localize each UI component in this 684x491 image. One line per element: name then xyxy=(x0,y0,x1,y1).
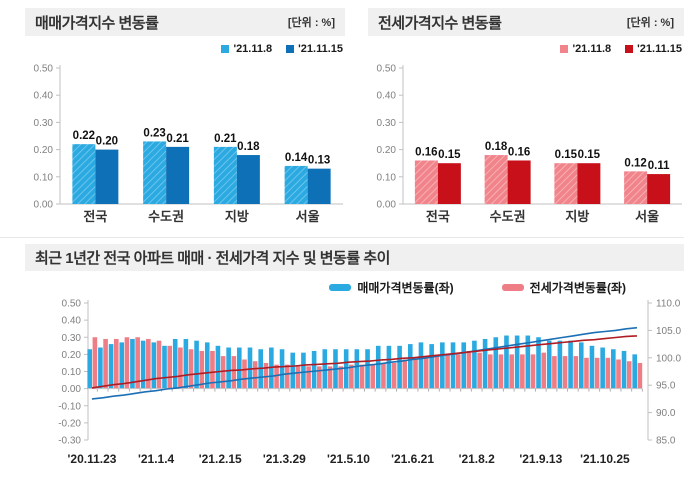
jeonse-price-panel: 전세가격지수 변동률 [단위 : %] '21.11.8 '21.11.15 0… xyxy=(368,8,684,230)
svg-text:95.0: 95.0 xyxy=(656,381,676,392)
svg-text:수도권: 수도권 xyxy=(490,209,526,224)
svg-text:'21.8.2: '21.8.2 xyxy=(459,452,496,466)
sale-chart-unit-label: [단위 : %] xyxy=(287,17,335,29)
svg-text:0.00: 0.00 xyxy=(377,200,397,211)
svg-text:0.10: 0.10 xyxy=(377,172,397,183)
trend-combo-chart: 0.50 0.40 0.30 0.20 0.10 0.00 -0.10 -0.20 -0.30 1… xyxy=(58,299,681,467)
legend-label: '21.11.15 xyxy=(637,42,682,55)
svg-text:전국: 전국 xyxy=(426,209,450,224)
legend-swatch-icon xyxy=(286,44,295,53)
legend-item-sale-21-11-15: '21.11.15 xyxy=(286,43,343,55)
svg-text:-0.30: -0.30 xyxy=(58,436,81,447)
jeonse-chart-title: 전세가격지수 변동률 xyxy=(378,14,502,32)
svg-text:0.22: 0.22 xyxy=(73,130,95,142)
svg-text:0.15: 0.15 xyxy=(578,149,601,161)
svg-text:0.13: 0.13 xyxy=(308,155,330,167)
svg-text:0.16: 0.16 xyxy=(415,146,437,158)
svg-text:'21.1.4: '21.1.4 xyxy=(138,452,175,466)
svg-text:'21.9.13: '21.9.13 xyxy=(519,452,562,466)
svg-text:0.10: 0.10 xyxy=(62,367,82,378)
legend-label: 매매가격변동률(좌) xyxy=(357,280,454,295)
svg-text:0.15: 0.15 xyxy=(555,149,578,161)
sale-chart-legend: '21.11.8 '21.11.15 xyxy=(25,42,343,55)
svg-text:'21.3.29: '21.3.29 xyxy=(263,452,306,466)
svg-text:0.30: 0.30 xyxy=(62,333,82,344)
trend-chart-title: 최근 1년간 전국 아파트 매매 · 전세가격 지수 및 변동률 추이 xyxy=(35,250,390,267)
top-charts-row: 매매가격지수 변동률 [단위 : %] '21.11.8 '21.11.15 0… xyxy=(0,0,684,230)
svg-text:0.14: 0.14 xyxy=(285,152,308,164)
svg-text:0.11: 0.11 xyxy=(648,160,670,172)
svg-text:'21.10.25: '21.10.25 xyxy=(580,452,630,466)
svg-text:'21.2.15: '21.2.15 xyxy=(199,452,242,466)
jeonse-chart-unit-label: [단위 : %] xyxy=(626,17,674,29)
svg-text:-0.20: -0.20 xyxy=(58,418,81,429)
jeonse-chart-header: 전세가격지수 변동률 [단위 : %] xyxy=(368,8,684,36)
svg-text:0.40: 0.40 xyxy=(34,91,54,102)
legend-swatch-icon xyxy=(501,283,524,291)
svg-text:0.10: 0.10 xyxy=(34,172,54,183)
legend-label: '21.11.8 xyxy=(233,42,273,55)
svg-text:0.00: 0.00 xyxy=(34,200,54,211)
svg-text:0.40: 0.40 xyxy=(377,91,397,102)
svg-text:전국: 전국 xyxy=(83,209,107,224)
trend-section: 최근 1년간 전국 아파트 매매 · 전세가격 지수 및 변동률 추이 매매가격… xyxy=(0,237,684,491)
svg-text:서울: 서울 xyxy=(296,209,320,224)
jeonse-chart-legend: '21.11.8 '21.11.15 xyxy=(368,42,682,55)
svg-text:0.50: 0.50 xyxy=(34,64,54,75)
legend-label: 전세가격변동률(좌) xyxy=(529,280,626,295)
sale-chart-header: 매매가격지수 변동률 [단위 : %] xyxy=(25,8,345,36)
svg-text:'21.5.10: '21.5.10 xyxy=(327,452,370,466)
svg-text:0.21: 0.21 xyxy=(214,133,237,145)
legend-item-jeonse-21-11-15: '21.11.15 xyxy=(625,43,682,55)
legend-item-jeonse-change: 전세가격변동률(좌) xyxy=(501,279,626,296)
legend-swatch-icon xyxy=(560,44,569,53)
svg-text:지방: 지방 xyxy=(565,209,589,224)
sale-chart-title: 매매가격지수 변동률 xyxy=(35,14,159,32)
svg-text:'21.6.21: '21.6.21 xyxy=(391,452,434,466)
svg-text:110.0: 110.0 xyxy=(656,299,681,310)
svg-text:-0.10: -0.10 xyxy=(58,401,81,412)
svg-text:0.15: 0.15 xyxy=(438,149,461,161)
svg-text:0.40: 0.40 xyxy=(62,316,82,327)
legend-swatch-icon xyxy=(329,283,352,291)
svg-text:0.20: 0.20 xyxy=(62,350,82,361)
svg-text:0.20: 0.20 xyxy=(96,136,118,148)
legend-swatch-icon xyxy=(625,44,634,53)
svg-text:수도권: 수도권 xyxy=(148,209,184,224)
legend-item-sale-21-11-8: '21.11.8 xyxy=(221,43,272,55)
trend-chart-legend: 매매가격변동률(좌) 전세가격변동률(좌) xyxy=(0,279,626,296)
svg-text:0.12: 0.12 xyxy=(624,157,646,169)
svg-text:0.00: 0.00 xyxy=(62,384,82,395)
svg-text:0.18: 0.18 xyxy=(485,141,508,153)
trend-chart-header: 최근 1년간 전국 아파트 매매 · 전세가격 지수 및 변동률 추이 xyxy=(25,244,684,271)
legend-item-jeonse-21-11-8: '21.11.8 xyxy=(560,43,611,55)
legend-label: '21.11.15 xyxy=(298,42,343,55)
svg-text:0.50: 0.50 xyxy=(62,299,82,310)
svg-text:85.0: 85.0 xyxy=(656,436,676,447)
svg-text:0.20: 0.20 xyxy=(34,145,54,156)
svg-text:105.0: 105.0 xyxy=(656,326,681,337)
svg-text:0.50: 0.50 xyxy=(377,64,397,75)
legend-label: '21.11.8 xyxy=(572,42,612,55)
svg-text:0.23: 0.23 xyxy=(143,127,165,139)
svg-text:0.18: 0.18 xyxy=(237,141,260,153)
svg-text:서울: 서울 xyxy=(635,209,659,224)
legend-swatch-icon xyxy=(221,44,230,53)
svg-text:0.30: 0.30 xyxy=(34,118,54,129)
svg-text:지방: 지방 xyxy=(225,209,249,224)
svg-text:100.0: 100.0 xyxy=(656,353,681,364)
svg-text:90.0: 90.0 xyxy=(656,408,676,419)
svg-text:0.30: 0.30 xyxy=(377,118,397,129)
legend-item-sale-change: 매매가격변동률(좌) xyxy=(329,279,454,296)
svg-text:0.21: 0.21 xyxy=(166,133,189,145)
svg-text:0.20: 0.20 xyxy=(377,145,397,156)
svg-text:'20.11.23: '20.11.23 xyxy=(68,452,117,466)
svg-text:0.16: 0.16 xyxy=(508,146,530,158)
sale-price-panel: 매매가격지수 변동률 [단위 : %] '21.11.8 '21.11.15 0… xyxy=(25,8,345,230)
